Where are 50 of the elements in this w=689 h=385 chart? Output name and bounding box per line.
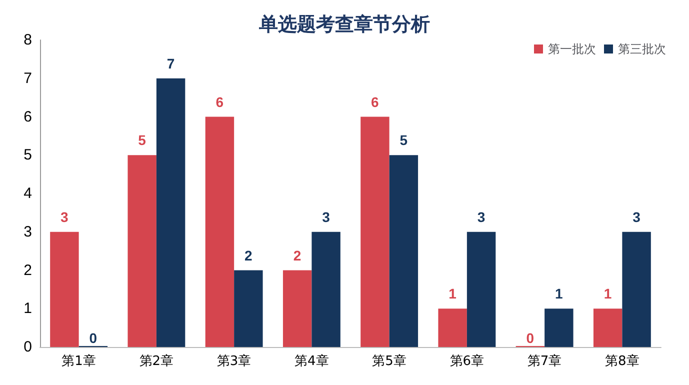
bar xyxy=(622,232,651,347)
data-label: 3 xyxy=(477,208,486,225)
data-label: 3 xyxy=(322,208,330,225)
x-tick-label: 第1章 xyxy=(62,354,96,369)
data-label: 0 xyxy=(526,330,534,346)
bar xyxy=(360,116,390,347)
bar xyxy=(312,232,340,347)
chart-title: 单选题考查章节分析 xyxy=(258,14,430,36)
bar xyxy=(389,155,418,347)
legend-label: 第三批次 xyxy=(618,42,666,56)
bar xyxy=(544,308,574,347)
y-tick-label: 5 xyxy=(24,146,32,164)
y-tick-label: 2 xyxy=(24,262,32,279)
data-label: 1 xyxy=(604,286,612,302)
y-tick-label: 8 xyxy=(24,32,32,48)
x-tick-label: 第8章 xyxy=(605,354,640,369)
y-tick-label: 7 xyxy=(24,70,32,87)
x-tick-label: 第7章 xyxy=(527,354,562,369)
y-tick-label: 0 xyxy=(24,338,32,356)
y-tick-label: 4 xyxy=(24,185,32,202)
bar xyxy=(438,308,467,347)
data-label: 2 xyxy=(244,247,253,264)
bar xyxy=(50,232,79,347)
bar xyxy=(156,78,186,347)
x-tick-label: 第6章 xyxy=(450,354,484,369)
data-label: 6 xyxy=(216,94,224,110)
data-label: 1 xyxy=(555,286,564,302)
bar xyxy=(282,270,312,347)
data-label: 3 xyxy=(60,208,69,225)
data-label: 5 xyxy=(138,132,146,148)
bar xyxy=(205,116,234,347)
x-tick-label: 第3章 xyxy=(216,354,252,369)
bar xyxy=(234,270,263,347)
y-tick-label: 3 xyxy=(24,223,32,240)
data-label: 0 xyxy=(89,330,98,346)
x-tick-label: 第2章 xyxy=(139,354,174,369)
data-label: 1 xyxy=(448,286,457,302)
data-label: 7 xyxy=(166,55,175,72)
data-label: 3 xyxy=(632,208,641,225)
bar xyxy=(128,155,156,347)
data-label: 2 xyxy=(293,247,302,264)
bar xyxy=(466,232,496,347)
x-tick-label: 第4章 xyxy=(294,354,329,369)
data-label: 5 xyxy=(400,132,408,148)
y-tick-label: 1 xyxy=(24,300,32,318)
bar xyxy=(593,308,622,347)
legend-label: 第一批次 xyxy=(548,42,596,56)
data-label: 6 xyxy=(371,94,380,110)
y-tick-label: 6 xyxy=(24,108,32,126)
x-tick-label: 第5章 xyxy=(372,354,406,369)
